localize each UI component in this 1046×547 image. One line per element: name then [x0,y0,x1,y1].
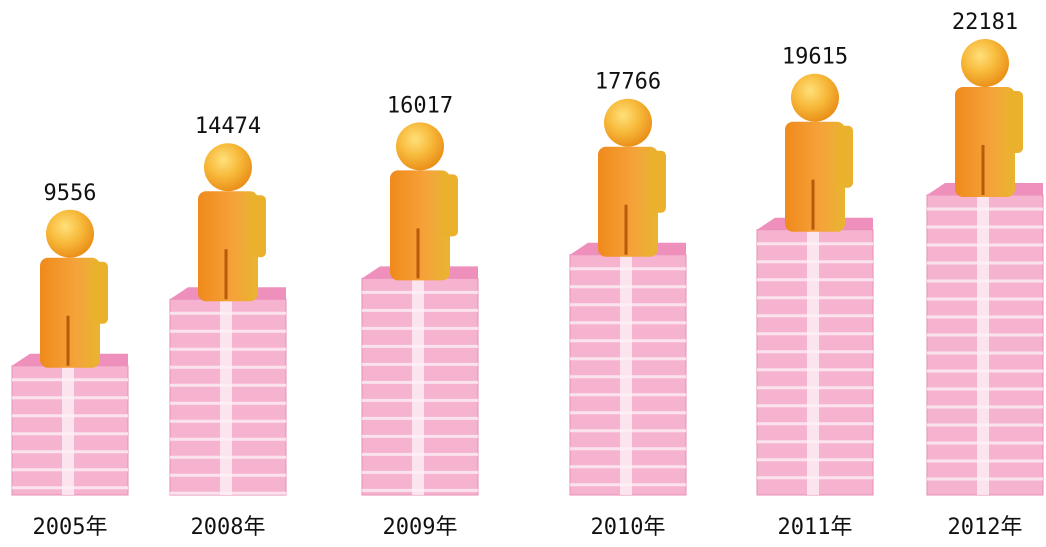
money-stack [569,242,687,496]
category-label: 2011年 [778,515,853,540]
person-body [390,170,450,281]
category-label: 2009年 [383,515,458,540]
money-stack [169,287,287,496]
stack-band [977,195,989,495]
money-stack [11,353,129,496]
stack-band [412,278,424,495]
value-label: 16017 [387,93,453,118]
stack-band [220,299,232,495]
person-body [40,257,100,368]
person-head [961,39,1009,87]
money-stack [756,217,874,496]
person-head [604,98,652,147]
person-body [598,146,658,257]
person-head [204,143,252,192]
value-label: 19615 [782,45,848,70]
person-arm [837,125,853,188]
person-body [785,121,845,232]
value-label: 17766 [595,70,661,95]
value-label: 9556 [44,181,97,206]
person-arm [1007,91,1023,153]
value-label: 14474 [195,114,261,139]
person [785,73,853,232]
person [40,209,108,368]
category-label: 2010年 [591,515,666,540]
value-label: 22181 [952,10,1018,35]
person-body [198,191,258,302]
person-arm [92,261,108,324]
person-arm [442,174,458,237]
person-head [396,122,444,171]
stack-band [62,365,74,495]
money-stack [926,183,1044,496]
person-head [791,73,839,122]
category-label: 2005年 [33,515,108,540]
person-body [955,87,1015,197]
category-label: 2008年 [191,515,266,540]
stack-band [807,229,819,495]
money-stack [361,266,479,496]
person [598,98,666,257]
person [198,143,266,302]
person [955,39,1023,197]
person [390,122,458,281]
stack-band [620,254,632,495]
person-arm [250,195,266,258]
person-arm [650,150,666,213]
person-head [46,209,94,258]
category-label: 2012年 [948,515,1023,540]
